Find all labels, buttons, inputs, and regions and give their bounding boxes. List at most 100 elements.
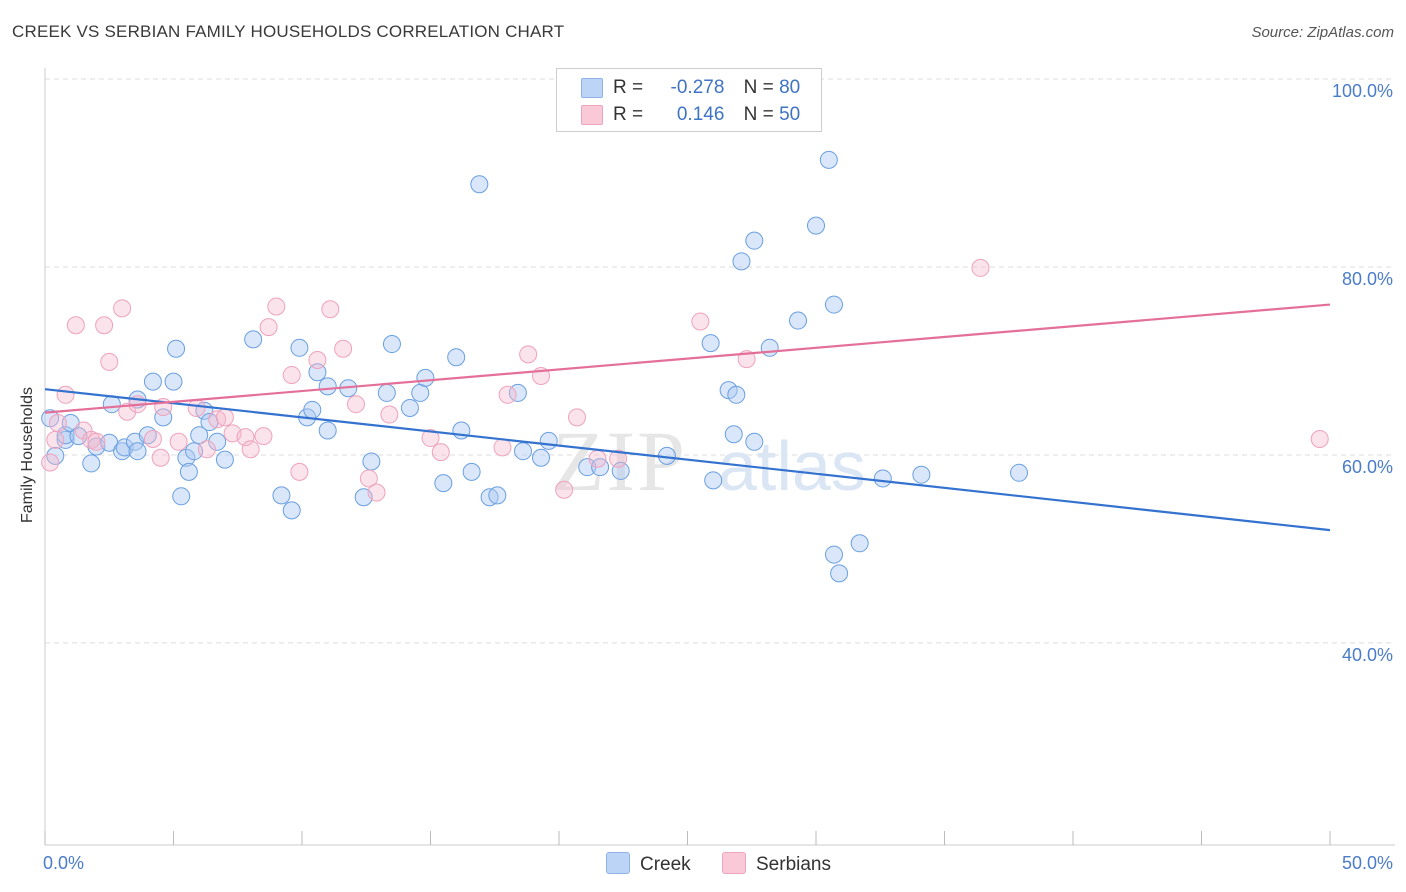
creek-point <box>143 372 162 391</box>
source-label: Source: ZipAtlas.com <box>1251 24 1394 41</box>
creek-point <box>819 150 838 169</box>
serbians-point <box>95 316 114 335</box>
creek-point <box>382 335 401 354</box>
serbians-point <box>143 429 162 448</box>
creek-point <box>462 462 481 481</box>
legend-r-value: 0.146 <box>676 104 725 125</box>
serbians-point <box>254 427 273 446</box>
serbians-point <box>41 453 60 472</box>
serbians-point <box>519 345 538 364</box>
legend-item-serbians: Serbians <box>722 852 831 876</box>
creek-point <box>377 383 396 402</box>
creek-point <box>318 377 337 396</box>
serbians-legend-swatch <box>722 852 746 874</box>
creek-point <box>447 348 466 367</box>
creek-legend-swatch <box>606 852 630 874</box>
creek-point <box>290 338 309 357</box>
serbians-point <box>259 318 278 337</box>
creek-point <box>873 469 892 488</box>
serbians-point <box>367 483 386 502</box>
legend-n-value: 80 <box>779 77 801 98</box>
creek-point <box>480 488 499 507</box>
serbians-point <box>215 408 234 427</box>
creek-point <box>303 400 322 419</box>
serbians-point <box>346 395 365 414</box>
serbians-point <box>282 366 301 385</box>
serbians-point <box>267 297 286 316</box>
serbians-legend-label: Serbians <box>756 854 831 875</box>
serbians-point <box>498 385 517 404</box>
creek-point <box>272 486 291 505</box>
serbians-point <box>691 312 710 331</box>
creek-point <box>1010 463 1029 482</box>
stats-legend: R = -0.278 N = 80 R = 0.146 N = 50 <box>556 68 822 132</box>
y-tick-label: 80.0% <box>1342 269 1393 289</box>
serbians-point <box>380 405 399 424</box>
axes <box>44 68 1395 846</box>
serbians-point <box>113 299 132 318</box>
creek-point <box>179 462 198 481</box>
serbians-point <box>493 438 512 457</box>
serbians-point <box>421 429 440 448</box>
watermark: ZIP atlas <box>552 413 866 509</box>
creek-point <box>745 432 764 451</box>
legend-n-label: N = <box>743 104 774 125</box>
creek-point <box>244 330 263 349</box>
serbians-point <box>208 410 227 429</box>
serbians-point <box>66 316 85 335</box>
creek-point <box>532 448 551 467</box>
serbians-point <box>56 385 75 404</box>
creek-point <box>760 338 779 357</box>
creek-point <box>215 450 234 469</box>
creek-point <box>727 385 746 404</box>
serbians-point <box>308 351 327 370</box>
tick-labels: 40.0% 60.0% 80.0% 100.0% 0.0% 50.0% <box>43 81 1393 873</box>
creek-point <box>172 487 191 506</box>
creek-point <box>167 339 186 358</box>
creek-point <box>745 231 764 250</box>
serbians-swatch <box>581 105 603 125</box>
creek-point <box>824 295 843 314</box>
serbians-point <box>588 449 607 468</box>
serbians-point <box>971 258 990 277</box>
watermark-zip: ZIP <box>552 413 687 509</box>
serbians-point <box>241 440 260 459</box>
creek-point <box>282 501 301 520</box>
serbians-point <box>74 421 93 440</box>
creek-point <box>470 175 489 194</box>
serbians-point <box>118 402 137 421</box>
creek-point <box>704 471 723 490</box>
creek-point <box>82 454 101 473</box>
creek-point <box>488 486 507 505</box>
x-tick-label: 50.0% <box>1342 853 1393 873</box>
legend-r-label: R = <box>613 104 644 125</box>
serbians-point <box>555 480 574 499</box>
serbians-point <box>169 432 188 451</box>
y-tick-label: 40.0% <box>1342 645 1393 665</box>
creek-point <box>434 474 453 493</box>
serbians-point <box>431 443 450 462</box>
creek-point <box>732 252 751 271</box>
serbians-point <box>290 462 309 481</box>
creek-trend-line <box>44 388 1331 532</box>
creek-swatch <box>581 78 603 98</box>
serbians-point <box>100 352 119 371</box>
creek-point <box>830 564 849 583</box>
creek-point <box>177 448 196 467</box>
creek-point <box>701 334 720 353</box>
creek-point <box>912 465 931 484</box>
creek-point <box>308 363 327 382</box>
serbians-trend-line <box>44 303 1331 414</box>
legend-r-value: -0.278 <box>670 77 725 98</box>
serbians-point <box>609 449 628 468</box>
creek-point <box>400 398 419 417</box>
creek-point <box>411 383 430 402</box>
creek-point <box>807 216 825 235</box>
y-tick-label: 60.0% <box>1342 457 1393 477</box>
legend-r-label: R = <box>613 77 644 98</box>
serbians-point <box>334 339 353 358</box>
legend-item-creek: Creek <box>606 852 691 876</box>
creek-point <box>824 545 843 564</box>
creek-point <box>318 421 337 440</box>
